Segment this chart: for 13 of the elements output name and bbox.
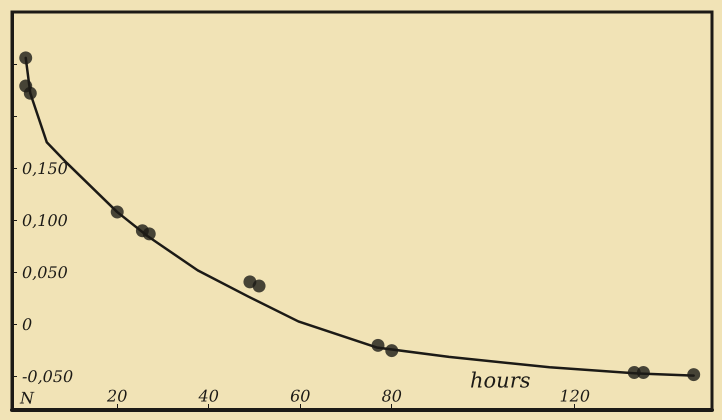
y-axis-title: N — [19, 388, 35, 408]
x-tick-label: 20 — [106, 386, 128, 406]
point — [252, 280, 266, 293]
x-tick-label: 120 — [559, 386, 590, 406]
y-tick-label: 0 — [22, 315, 32, 334]
x-tick-label: 60 — [290, 386, 310, 406]
y-tick-label: -0,050 — [22, 367, 74, 386]
x-tick-label: 80 — [382, 386, 402, 406]
y-tick-label: 0,150 — [22, 158, 68, 178]
x-tick-label: 40 — [198, 386, 219, 406]
x-axis-title: hours — [470, 368, 531, 392]
y-tick-label: 0,050 — [22, 262, 68, 282]
y-tick-label: 0,100 — [22, 210, 68, 230]
